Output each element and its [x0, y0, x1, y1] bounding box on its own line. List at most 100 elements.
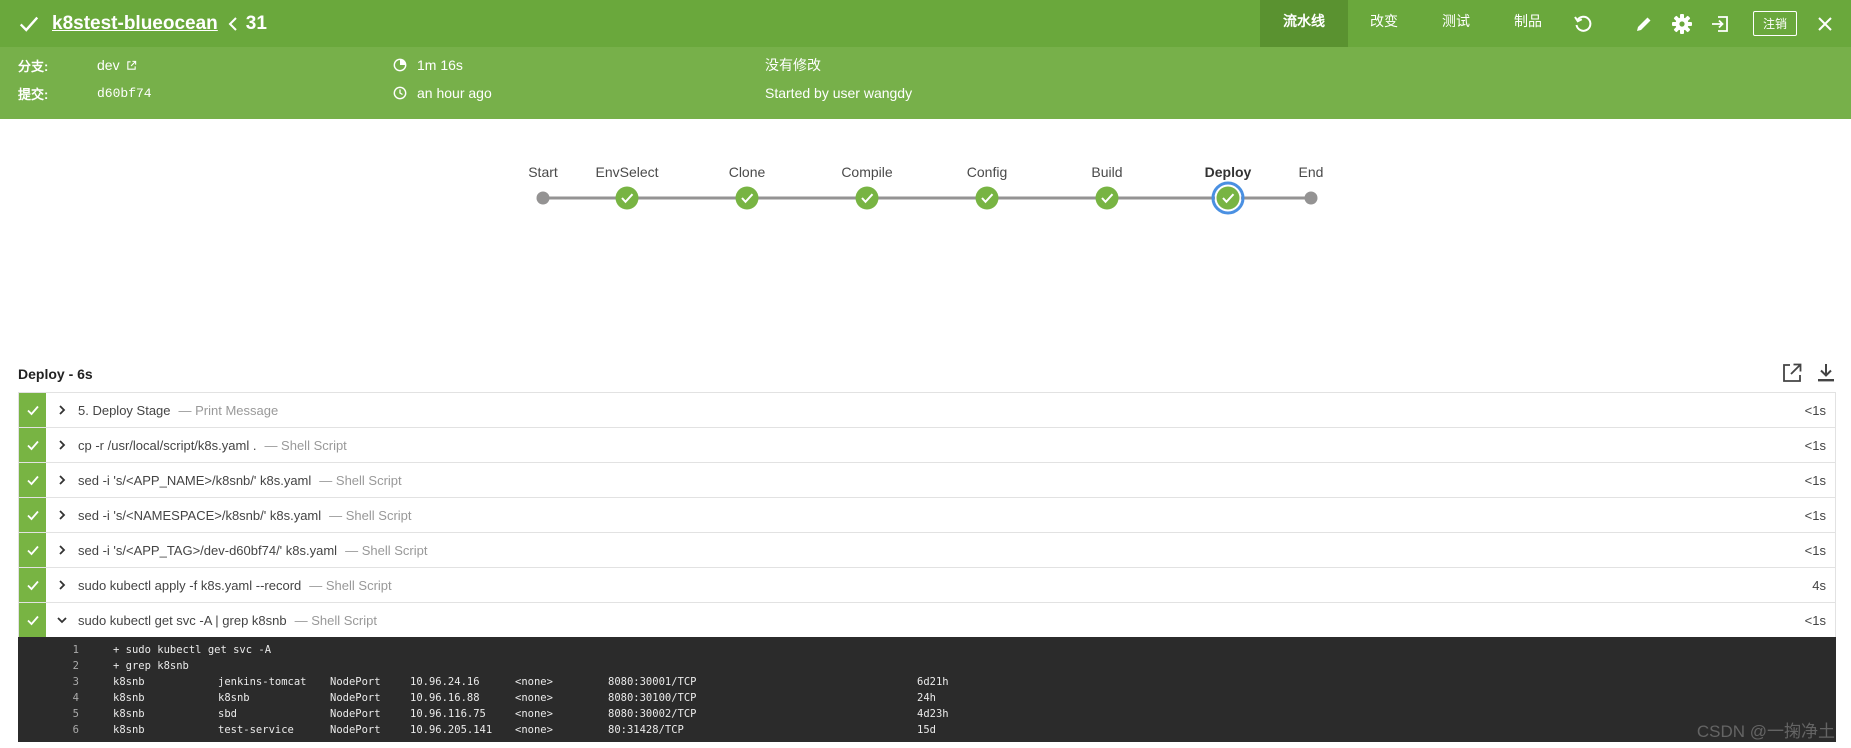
tab-tests[interactable]: 测试: [1441, 13, 1470, 29]
replay-icon: [1574, 15, 1592, 32]
gear-icon: [1671, 13, 1692, 34]
branch-row: 分支: dev: [18, 51, 137, 79]
stage-node-clone[interactable]: [735, 186, 759, 210]
log-text: NodePort: [330, 724, 381, 736]
changes-row: 没有修改: [765, 51, 821, 79]
stage-label-build[interactable]: Build: [1091, 164, 1123, 180]
job-title-link[interactable]: k8stest-blueocean: [52, 12, 218, 34]
tab-pipeline[interactable]: 流水线: [1259, 0, 1348, 47]
settings-button[interactable]: [1670, 12, 1694, 36]
log-text: NodePort: [330, 692, 381, 704]
tab-changes[interactable]: 改变: [1369, 13, 1398, 29]
chevron-right-icon[interactable]: [56, 579, 68, 591]
edit-button[interactable]: [1632, 12, 1656, 36]
stage-node-end: [1304, 191, 1318, 205]
pencil-icon: [1636, 17, 1651, 31]
branch-link[interactable]: dev: [97, 57, 120, 73]
chevron-right-icon[interactable]: [56, 544, 68, 556]
external-link-icon[interactable]: [126, 60, 137, 71]
log-text: k8snb: [113, 708, 145, 720]
log-text: jenkins-tomcat: [218, 676, 307, 688]
panel-toolbar: [1769, 362, 1837, 384]
stage-label-deploy[interactable]: Deploy: [1204, 164, 1252, 180]
step-row[interactable]: sudo kubectl get svc -A | grep k8snb — S…: [18, 603, 1836, 638]
step-row[interactable]: 5. Deploy Stage — Print Message <1s: [18, 392, 1836, 428]
stage-label-clone[interactable]: Clone: [728, 164, 766, 180]
log-text: 15d: [917, 724, 936, 736]
step-row[interactable]: sudo kubectl apply -f k8s.yaml --record …: [18, 568, 1836, 603]
tab-artifacts[interactable]: 制品: [1513, 13, 1542, 29]
duration-row: 1m 16s: [393, 51, 463, 79]
replay-button[interactable]: [1571, 12, 1595, 36]
chevron-down-icon[interactable]: [56, 614, 68, 626]
log-text: <none>: [515, 708, 553, 720]
chevron-left-icon: [228, 16, 237, 31]
step-name: 5. Deploy Stage: [78, 402, 171, 418]
log-text: k8snb: [218, 692, 250, 704]
line-number: 6: [72, 724, 79, 736]
step-duration: <1s: [1804, 437, 1826, 453]
step-duration: <1s: [1804, 612, 1826, 628]
line-number: 4: [72, 692, 79, 704]
log-text: NodePort: [330, 708, 381, 720]
step-status: [19, 568, 46, 602]
commit-hash: d60bf74: [97, 85, 152, 101]
step-type: — Shell Script: [329, 507, 412, 523]
stage-node-build[interactable]: [1095, 186, 1119, 210]
chevron-right-icon[interactable]: [56, 439, 68, 451]
stage-node-deploy[interactable]: [1211, 181, 1245, 215]
log-line: 1 + sudo kubectl get svc -A: [18, 642, 1836, 658]
stage-node-envselect[interactable]: [615, 186, 639, 210]
stage-label-end[interactable]: End: [1298, 164, 1324, 180]
chevron-right-icon[interactable]: [56, 474, 68, 486]
selected-ring: [1211, 181, 1245, 215]
cause-row: Started by user wangdy: [765, 79, 912, 107]
stage-label-config[interactable]: Config: [966, 164, 1008, 180]
step-row[interactable]: cp -r /usr/local/script/k8s.yaml . — She…: [18, 428, 1836, 463]
step-type: — Shell Script: [309, 577, 392, 593]
open-external-icon[interactable]: [1781, 362, 1803, 384]
step-name: sed -i 's/<NAMESPACE>/k8snb/' k8s.yaml: [78, 507, 322, 523]
log-text: 6d21h: [917, 676, 949, 688]
check-icon: [26, 475, 39, 486]
stage-node-config[interactable]: [975, 186, 999, 210]
step-status: [19, 393, 46, 427]
step-type: — Shell Script: [345, 542, 428, 558]
stage-label-compile[interactable]: Compile: [841, 164, 893, 180]
stopwatch-icon: [393, 58, 407, 72]
step-row[interactable]: sed -i 's/<APP_NAME>/k8snb/' k8s.yaml — …: [18, 463, 1836, 498]
close-button[interactable]: [1813, 12, 1837, 36]
logout-button[interactable]: 注销: [1752, 11, 1797, 36]
watermark: CSDN @一掬净土: [1696, 722, 1835, 741]
log-text: <none>: [515, 676, 553, 688]
stage-node-compile[interactable]: [855, 186, 879, 210]
step-name: sed -i 's/<APP_NAME>/k8snb/' k8s.yaml: [78, 472, 312, 488]
stage-label-start[interactable]: Start: [528, 164, 558, 180]
download-icon[interactable]: [1815, 362, 1837, 384]
exit-button[interactable]: [1708, 12, 1732, 36]
log-line: 6 k8snb test-service NodePort 10.96.205.141 <…: [18, 722, 1836, 738]
step-list: 5. Deploy Stage — Print Message <1s cp -…: [18, 392, 1836, 638]
stage-label-envselect[interactable]: EnvSelect: [595, 164, 659, 180]
check-icon: [26, 615, 39, 626]
step-type: — Shell Script: [294, 612, 377, 628]
chevron-right-icon[interactable]: [56, 404, 68, 416]
log-text: 10.96.116.75: [410, 708, 486, 720]
check-icon: [26, 545, 39, 556]
step-row[interactable]: sed -i 's/<NAMESPACE>/k8snb/' k8s.yaml —…: [18, 498, 1836, 533]
time-row: an hour ago: [393, 79, 492, 107]
log-text: sbd: [218, 708, 237, 720]
step-duration: <1s: [1804, 402, 1826, 418]
check-icon: [621, 193, 634, 204]
log-text: 10.96.24.16: [410, 676, 480, 688]
log-text: <none>: [515, 724, 553, 736]
step-row[interactable]: sed -i 's/<APP_TAG>/dev-d60bf74/' k8s.ya…: [18, 533, 1836, 568]
log-text: 8080:30002/TCP: [608, 708, 697, 720]
check-icon: [26, 405, 39, 416]
log-line: 3 k8snb jenkins-tomcat NodePort 10.96.24.16 <…: [18, 674, 1836, 690]
check-icon: [19, 16, 39, 32]
log-text: k8snb: [113, 692, 145, 704]
step-status: [19, 428, 46, 462]
chevron-right-icon[interactable]: [56, 509, 68, 521]
log-text: + grep k8snb: [113, 660, 189, 672]
